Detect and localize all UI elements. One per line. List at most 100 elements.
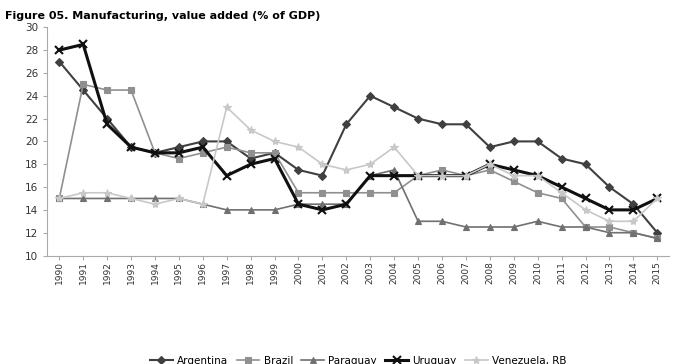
Venezuela, RB — [295, 145, 303, 149]
Argentina — [79, 88, 87, 92]
Argentina — [533, 139, 541, 143]
Paraguay — [247, 208, 255, 212]
Uruguay — [79, 42, 87, 47]
Argentina — [390, 105, 398, 109]
Paraguay — [79, 196, 87, 201]
Paraguay — [151, 196, 159, 201]
Uruguay — [342, 202, 350, 206]
Argentina — [247, 157, 255, 161]
Line: Brazil: Brazil — [57, 82, 660, 241]
Venezuela, RB — [270, 139, 279, 143]
Venezuela, RB — [533, 174, 541, 178]
Paraguay — [342, 202, 350, 206]
Argentina — [199, 139, 207, 143]
Venezuela, RB — [653, 196, 661, 201]
Paraguay — [127, 196, 135, 201]
Uruguay — [270, 157, 279, 161]
Venezuela, RB — [342, 168, 350, 172]
Line: Paraguay: Paraguay — [56, 166, 660, 242]
Uruguay — [127, 145, 135, 149]
Paraguay — [366, 174, 375, 178]
Venezuela, RB — [366, 162, 375, 166]
Brazil — [510, 179, 518, 183]
Venezuela, RB — [151, 202, 159, 206]
Uruguay — [486, 162, 494, 166]
Venezuela, RB — [390, 145, 398, 149]
Brazil — [629, 230, 637, 235]
Argentina — [127, 145, 135, 149]
Uruguay — [510, 168, 518, 172]
Uruguay — [558, 185, 566, 189]
Uruguay — [629, 208, 637, 212]
Paraguay — [438, 219, 446, 223]
Uruguay — [222, 174, 231, 178]
Brazil — [438, 168, 446, 172]
Line: Uruguay: Uruguay — [55, 40, 661, 214]
Venezuela, RB — [247, 128, 255, 132]
Argentina — [558, 157, 566, 161]
Text: Figure 05. Manufacturing, value added (% of GDP): Figure 05. Manufacturing, value added (%… — [5, 11, 321, 21]
Venezuela, RB — [558, 191, 566, 195]
Venezuela, RB — [438, 174, 446, 178]
Uruguay — [103, 122, 111, 126]
Paraguay — [462, 225, 470, 229]
Argentina — [222, 139, 231, 143]
Brazil — [79, 82, 87, 87]
Venezuela, RB — [103, 191, 111, 195]
Paraguay — [414, 219, 422, 223]
Brazil — [342, 191, 350, 195]
Argentina — [103, 116, 111, 121]
Legend: Argentina, Brazil, Paraguay, Uruguay, Venezuela, RB: Argentina, Brazil, Paraguay, Uruguay, Ve… — [146, 352, 571, 364]
Argentina — [270, 151, 279, 155]
Venezuela, RB — [462, 174, 470, 178]
Argentina — [318, 174, 327, 178]
Venezuela, RB — [606, 219, 614, 223]
Venezuela, RB — [629, 219, 637, 223]
Paraguay — [606, 230, 614, 235]
Brazil — [175, 157, 183, 161]
Uruguay — [533, 174, 541, 178]
Venezuela, RB — [175, 196, 183, 201]
Paraguay — [629, 230, 637, 235]
Argentina — [438, 122, 446, 126]
Argentina — [414, 116, 422, 121]
Brazil — [247, 151, 255, 155]
Venezuela, RB — [581, 208, 589, 212]
Brazil — [127, 88, 135, 92]
Venezuela, RB — [127, 196, 135, 201]
Uruguay — [199, 145, 207, 149]
Venezuela, RB — [199, 202, 207, 206]
Uruguay — [295, 202, 303, 206]
Brazil — [390, 191, 398, 195]
Argentina — [55, 59, 64, 64]
Brazil — [486, 168, 494, 172]
Venezuela, RB — [222, 105, 231, 109]
Venezuela, RB — [55, 196, 64, 201]
Paraguay — [175, 196, 183, 201]
Uruguay — [606, 208, 614, 212]
Uruguay — [438, 174, 446, 178]
Line: Argentina: Argentina — [57, 59, 660, 236]
Argentina — [606, 185, 614, 189]
Brazil — [199, 151, 207, 155]
Argentina — [295, 168, 303, 172]
Paraguay — [270, 208, 279, 212]
Uruguay — [390, 174, 398, 178]
Venezuela, RB — [318, 162, 327, 166]
Brazil — [222, 145, 231, 149]
Argentina — [462, 122, 470, 126]
Brazil — [606, 225, 614, 229]
Argentina — [629, 202, 637, 206]
Uruguay — [175, 151, 183, 155]
Argentina — [175, 145, 183, 149]
Uruguay — [151, 151, 159, 155]
Paraguay — [295, 202, 303, 206]
Brazil — [55, 196, 64, 201]
Brazil — [462, 174, 470, 178]
Brazil — [270, 151, 279, 155]
Venezuela, RB — [486, 162, 494, 166]
Paraguay — [581, 225, 589, 229]
Argentina — [342, 122, 350, 126]
Brazil — [533, 191, 541, 195]
Brazil — [653, 236, 661, 241]
